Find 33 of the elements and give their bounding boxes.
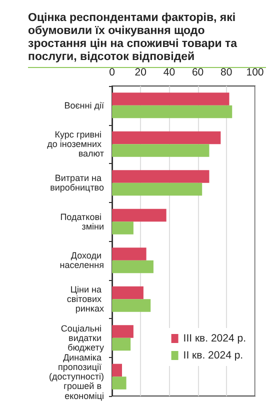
bar (112, 182, 202, 196)
y-tick-label: Доходи населення (60, 250, 104, 270)
bar (112, 299, 151, 312)
bar (112, 376, 126, 390)
x-tick-label: 40 (163, 66, 176, 78)
bar (112, 170, 210, 183)
y-tick-label: Соціальні видатки бюджету (60, 323, 104, 352)
chart-title: Оцінка респондентами факторів, які обумовили їх очікування щодо зростання цін на споживчі товари та послуги, відсоток відповідей (28, 12, 266, 68)
x-tick-label: 80 (220, 66, 232, 78)
y-tick-label: Ціни на світових ринках (66, 284, 104, 314)
x-tick-label: 0 (109, 66, 116, 78)
bar (112, 131, 221, 144)
x-tick-label: 20 (134, 66, 147, 78)
bar (112, 208, 166, 222)
bar (112, 364, 122, 377)
bar (112, 325, 134, 338)
y-tick-label: Воєнні дії (64, 100, 104, 110)
bar (112, 338, 131, 351)
bar (112, 105, 232, 118)
bar (112, 248, 146, 260)
legend-label: II кв. 2024 р. (183, 350, 244, 362)
bar (112, 286, 144, 300)
legend-label: III кв. 2024 р. (183, 332, 246, 344)
y-tick-label: Податкові зміни (60, 212, 104, 232)
y-tick-label: Витрати на виробництво (50, 173, 104, 193)
bar (112, 144, 210, 157)
x-tick-label: 100 (246, 66, 264, 78)
bar (112, 92, 230, 106)
x-tick-label: 60 (192, 66, 204, 78)
bar (112, 222, 134, 234)
y-tick-label: Курс гривні до іноземних валют (47, 130, 104, 159)
y-tick-label: Динаміка пропозиції (доступності) грошей в економіці (49, 352, 104, 401)
bar (112, 260, 154, 274)
